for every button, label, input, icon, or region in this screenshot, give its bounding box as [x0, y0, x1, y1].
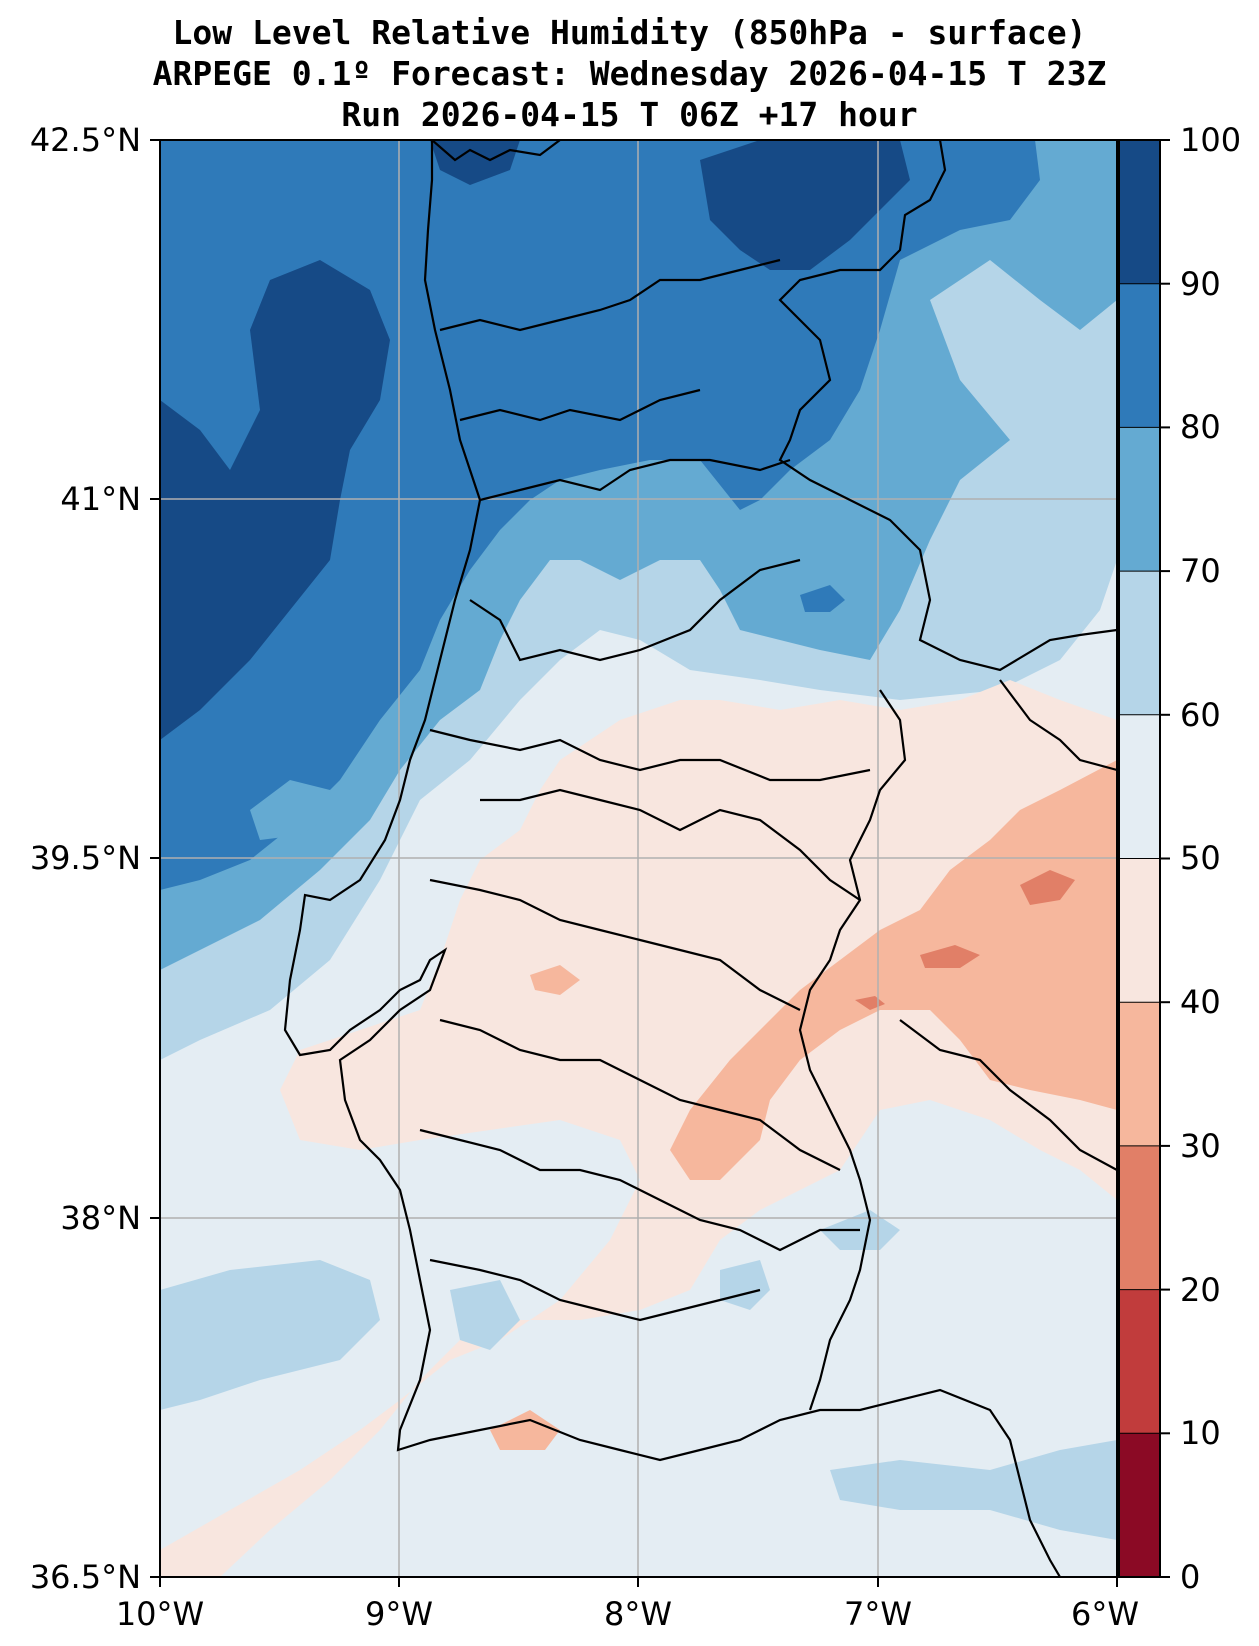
lon-label-9w: 9°W — [365, 1595, 433, 1633]
colorbar-swatch — [1119, 1145, 1160, 1291]
colorbar-swatch — [1119, 283, 1160, 428]
lat-label-38n: 38°N — [60, 1199, 141, 1237]
lat-label-41n: 41°N — [60, 480, 141, 518]
colorbar-label-0: 0 — [1180, 1558, 1201, 1596]
district-border-10 — [429, 1258, 761, 1322]
coastlines-and-borders — [283, 140, 1117, 1577]
district-border-5 — [429, 728, 871, 782]
colorbar-label-60: 60 — [1180, 696, 1221, 734]
field-60-70-south-west — [160, 1260, 380, 1410]
district-border-3 — [479, 458, 791, 502]
lon-label-10w: 10°W — [115, 1595, 205, 1633]
field-90-100-west — [160, 260, 390, 740]
field-30-40-spot-a — [530, 965, 580, 995]
field-70-80-patch-b — [800, 585, 845, 612]
country-border-east — [778, 140, 1117, 672]
colorbar-swatch — [1119, 1289, 1160, 1434]
field-20-30-spot-b — [920, 945, 980, 968]
field-70-80-patch-a — [250, 780, 340, 840]
map-title-line-2: ARPEGE 0.1º Forecast: Wednesday 2026-04-… — [152, 54, 1107, 93]
district-border-1 — [439, 258, 781, 332]
colorbar-swatch — [1119, 858, 1160, 1003]
field-60-70-south-b — [830, 1440, 1117, 1540]
colorbar-label-100: 100 — [1180, 121, 1242, 159]
colorbar-label-20: 20 — [1180, 1271, 1221, 1309]
colorbar-label-80: 80 — [1180, 408, 1221, 446]
map-title-line-3: Run 2026-04-15 T 06Z +17 hour — [341, 95, 918, 134]
colorbar-swatch — [1119, 427, 1160, 572]
colorbar-swatch — [1119, 1433, 1160, 1578]
map-title-line-1: Low Level Relative Humidity (850hPa - su… — [172, 13, 1087, 52]
colorbar-label-50: 50 — [1180, 839, 1221, 877]
border-far-east — [999, 679, 1117, 772]
coastline-north — [431, 140, 561, 162]
lat-label-36-5n: 36.5°N — [29, 1558, 141, 1596]
colorbar-swatch — [1119, 1002, 1160, 1147]
lat-label-39-5n: 39.5°N — [29, 839, 141, 877]
field-30-40-spot-b — [490, 1410, 560, 1450]
district-border-6 — [480, 788, 861, 901]
colorbar-label-90: 90 — [1180, 265, 1221, 303]
border-southeast-region — [899, 1019, 1117, 1171]
country-border-south-east — [798, 689, 907, 1411]
lon-label-6w: 6°W — [1071, 1595, 1139, 1633]
district-border-7 — [429, 878, 801, 1011]
colorbar-label-10: 10 — [1180, 1414, 1221, 1452]
colorbar-swatch — [1119, 140, 1160, 285]
lat-label-42-5n: 42.5°N — [29, 121, 141, 159]
field-90-100-northeast — [700, 140, 910, 270]
colorbar — [1119, 140, 1160, 1578]
field-90-100-north — [430, 140, 520, 185]
district-border-8 — [439, 1018, 841, 1171]
colorbar-ticks — [1160, 139, 1170, 1578]
field-30-40-east — [670, 760, 1117, 1180]
colorbar-swatch — [1119, 714, 1160, 859]
coastline-west — [283, 140, 1061, 1577]
colorbar-label-70: 70 — [1180, 552, 1221, 590]
colorbar-label-40: 40 — [1180, 983, 1221, 1021]
field-60-70-south-c — [450, 1280, 520, 1350]
lon-label-7w: 7°W — [844, 1595, 912, 1633]
lon-label-8w: 8°W — [604, 1595, 672, 1633]
axis-ticks — [150, 139, 1118, 1587]
gridlines — [160, 140, 1117, 1577]
district-border-4 — [469, 558, 801, 662]
colorbar-swatch — [1119, 571, 1160, 716]
colorbar-label-30: 30 — [1180, 1127, 1221, 1165]
district-border-9 — [419, 1128, 860, 1252]
field-20-30-spot-a — [1020, 870, 1075, 905]
district-border-2 — [459, 388, 701, 422]
field-30-40-spot-c — [1055, 1060, 1072, 1085]
